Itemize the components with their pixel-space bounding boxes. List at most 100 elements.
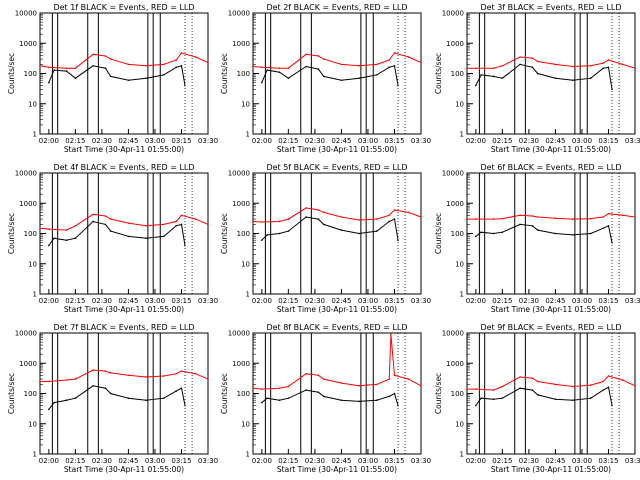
lld-data-point [531, 215, 534, 217]
lld-series-line [252, 52, 422, 69]
x-tick-label: 02:00 [39, 137, 59, 145]
lld-data-point [180, 52, 183, 54]
chart-panel-5: Det 5f BLACK = Events, RED = LLD 1 10 100 10… [220, 163, 431, 314]
x-tick-label: 03:00 [358, 137, 378, 145]
lld-data-point [48, 380, 50, 383]
lld-data-point [572, 218, 574, 220]
lld-data-point [393, 209, 396, 211]
events-data-point [501, 231, 504, 234]
x-tick-label: 02:15 [492, 137, 512, 145]
events-data-point [109, 230, 112, 232]
events-data-point [261, 239, 263, 242]
lld-data-point [65, 229, 68, 231]
y-tick-label: 1 [460, 451, 464, 459]
y-tick-label: 1 [460, 131, 464, 139]
events-data-point [480, 74, 482, 76]
events-data-point [607, 386, 610, 389]
events-data-point [358, 232, 360, 235]
lld-data-point [536, 60, 539, 63]
lld-data-point [305, 53, 307, 56]
events-data-point [480, 231, 482, 234]
lld-data-point [492, 67, 495, 69]
x-tick-label: 02:30 [519, 297, 539, 305]
events-data-point [145, 77, 147, 79]
events-data-point [317, 218, 320, 220]
lld-series-line [39, 52, 209, 69]
lld-data-point [388, 214, 390, 217]
lld-data-point [162, 375, 165, 377]
lld-data-point [322, 378, 325, 380]
lld-data-point [340, 63, 343, 66]
y-tick-label: 1000 [19, 200, 37, 208]
x-tick-label: 02:45 [545, 137, 565, 145]
events-data-point [162, 74, 165, 76]
x-tick-label: 03:00 [145, 457, 165, 465]
events-data-point [317, 391, 320, 394]
x-tick-label: 03:30 [198, 137, 218, 145]
lld-data-point [393, 374, 396, 377]
lld-data-point [145, 376, 147, 378]
events-data-point [92, 384, 94, 387]
x-tick-label: 03:15 [171, 457, 191, 465]
events-data-point [475, 235, 477, 238]
chart-panel-3: Det 3f BLACK = Events, RED = LLD 1 10 100 10… [434, 3, 640, 154]
y-tick-label: 10000 [15, 330, 37, 338]
lld-data-point [194, 56, 197, 58]
events-data-point [48, 81, 50, 84]
x-tick-label: 02:00 [252, 137, 272, 145]
y-tick-label: 10000 [442, 10, 464, 18]
lld-data-point [340, 382, 343, 384]
lld-data-point [317, 55, 320, 57]
x-tick-label: 02:00 [39, 297, 59, 305]
lld-data-point [475, 388, 477, 390]
lld-data-point [278, 220, 281, 223]
events-data-point [65, 239, 68, 242]
x-tick-label: 03:15 [384, 457, 404, 465]
x-tick-label: 03:00 [572, 137, 592, 145]
y-tick-label: 10000 [228, 330, 250, 338]
lld-data-point [407, 211, 410, 214]
lld-data-point [305, 372, 307, 375]
x-tick-label: 02:00 [466, 297, 486, 305]
events-data-point [278, 399, 281, 402]
x-axis-label: Start Time (30-Apr-11 01:55:00) [64, 305, 184, 314]
events-data-point [74, 397, 77, 399]
lld-data-point [554, 63, 557, 66]
events-data-point [305, 216, 307, 218]
y-tick-label: 1000 [232, 360, 250, 368]
events-data-point [475, 84, 477, 87]
lld-data-point [420, 384, 422, 387]
events-data-point [397, 84, 399, 87]
lld-data-point [207, 61, 209, 64]
y-tick-label: 10 [455, 420, 464, 428]
x-tick-label: 03:00 [572, 297, 592, 305]
lld-data-point [74, 378, 77, 380]
y-tick-label: 1000 [19, 40, 37, 48]
y-axis-label: Counts/sec [220, 213, 229, 254]
lld-data-point [65, 379, 68, 381]
lld-series-line [467, 375, 636, 391]
lld-data-point [340, 216, 343, 218]
events-data-point [393, 218, 396, 220]
events-data-point [145, 399, 147, 402]
x-axis-label: Start Time (30-Apr-11 01:55:00) [491, 145, 611, 154]
lld-data-point [393, 52, 396, 54]
events-series-line [48, 65, 186, 86]
y-tick-label: 1 [33, 291, 37, 299]
events-data-point [388, 220, 390, 223]
y-tick-label: 10 [455, 260, 464, 268]
x-tick-label: 02:15 [65, 297, 85, 305]
events-data-point [393, 392, 396, 395]
lld-data-point [180, 214, 183, 217]
lld-data-point [252, 220, 254, 223]
x-axis-label: Start Time (30-Apr-11 01:55:00) [277, 145, 397, 154]
x-tick-label: 02:45 [545, 297, 565, 305]
events-data-point [393, 64, 396, 67]
y-tick-label: 10 [241, 100, 250, 108]
lld-data-point [375, 218, 378, 220]
events-data-point [48, 408, 50, 411]
chart-panel-6: Det 6f BLACK = Events, RED = LLD 1 10 100 10… [434, 163, 640, 314]
lld-data-point [358, 384, 360, 387]
events-data-point [602, 389, 604, 391]
